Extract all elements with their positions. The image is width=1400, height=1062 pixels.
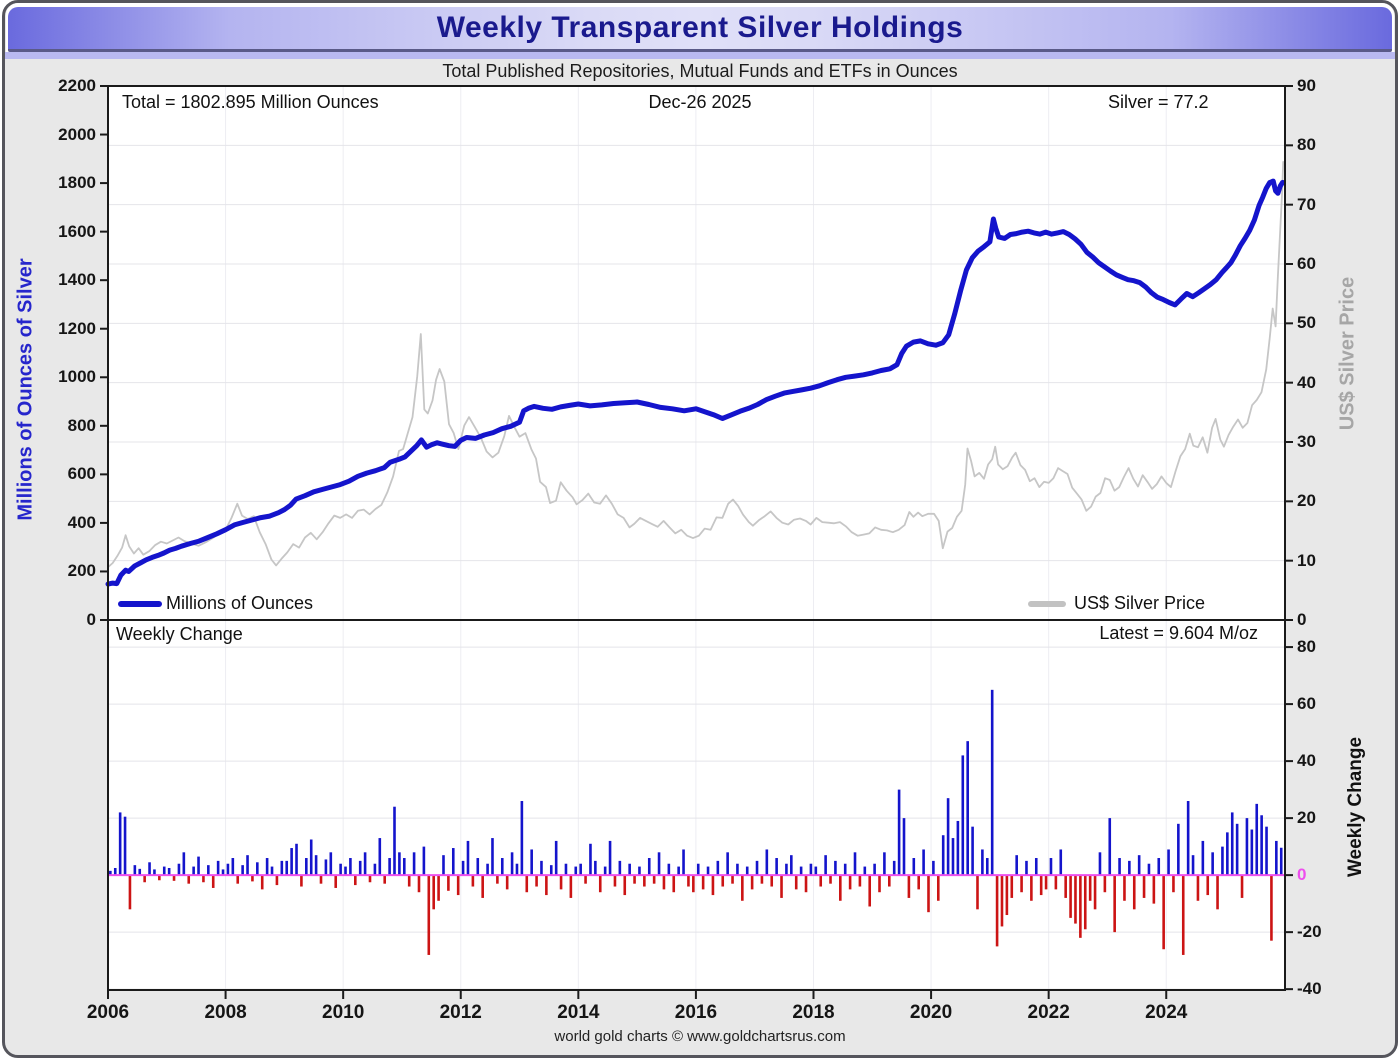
footer-credit: world gold charts © www.goldchartsrus.co…: [554, 1028, 846, 1045]
axis-tick-label: 2006: [86, 1002, 130, 1023]
axis-tick-label: 0: [1297, 865, 1307, 885]
axis-tick-label: 1600: [58, 221, 96, 241]
latest-annotation: Latest = 9.604 M/oz: [1099, 623, 1258, 643]
axis-tick-label: 0: [86, 610, 96, 629]
legend-swatch-price: [1028, 601, 1066, 607]
axis-tick-label: 2010: [322, 1002, 365, 1023]
axis-tick-label: 2200: [58, 76, 96, 95]
axis-tick-label: 2020: [909, 1002, 953, 1023]
axis-tick-label: 800: [67, 415, 96, 435]
legend-label-holdings: Millions of Ounces: [166, 593, 314, 613]
axis-tick-label: 400: [67, 512, 96, 532]
axis-tick-label: 2008: [204, 1002, 247, 1023]
axis-tick-label: 1400: [58, 270, 96, 290]
axis-tick-label: 20: [1297, 491, 1316, 511]
weekly-change-panel-label: Weekly Change: [116, 624, 243, 644]
axis-tick-label: 2014: [557, 1002, 600, 1023]
axis-tick-label: 60: [1297, 694, 1316, 714]
axis-tick-label: 10: [1297, 550, 1316, 570]
axis-tick-label: -20: [1297, 922, 1322, 942]
title-bar-accent: [5, 52, 1395, 59]
legend-swatch-holdings: [118, 601, 162, 607]
axis-tick-label: 80: [1297, 637, 1316, 657]
right-axis-title-weekly: Weekly Change: [1345, 736, 1366, 878]
annotation-date: Dec-26 2025: [648, 92, 752, 112]
axis-tick-label: 70: [1297, 194, 1316, 214]
axis-tick-label: 600: [67, 464, 96, 484]
chart-subtitle: Total Published Repositories, Mutual Fun…: [442, 61, 958, 81]
axis-tick-label: 60: [1297, 254, 1316, 273]
title-bar: Weekly Transparent Silver Holdings: [8, 7, 1392, 52]
axis-tick-label: 40: [1297, 372, 1316, 392]
left-axis-title: Millions of Ounces of Silver: [14, 258, 37, 521]
axis-tick-label: 80: [1297, 135, 1316, 155]
axis-tick-label: 50: [1297, 313, 1316, 333]
axis-tick-label: 2022: [1027, 1002, 1070, 1023]
axis-tick-label: -40: [1297, 979, 1322, 999]
axis-tick-label: 2016: [674, 1002, 718, 1023]
legend-label-price: US$ Silver Price: [1074, 593, 1206, 613]
axis-tick-label: 1200: [58, 318, 96, 338]
axis-tick-label: 40: [1297, 751, 1316, 771]
axis-tick-label: 2012: [439, 1002, 482, 1023]
axis-tick-label: 2024: [1145, 1002, 1188, 1023]
axis-tick-label: 1800: [58, 173, 96, 193]
annotation-silver-price: Silver = 77.2: [1108, 92, 1209, 112]
axis-tick-label: 2000: [58, 124, 96, 144]
axis-tick-label: 20: [1297, 808, 1316, 828]
axis-tick-label: 90: [1297, 76, 1316, 95]
axis-tick-label: 0: [1297, 610, 1307, 629]
annotation-total: Total = 1802.895 Million Ounces: [122, 92, 379, 112]
axis-tick-label: 30: [1297, 432, 1316, 451]
axis-tick-label: 2018: [792, 1002, 835, 1023]
page-title: Weekly Transparent Silver Holdings: [436, 11, 964, 44]
axis-tick-label: 200: [67, 561, 96, 581]
axis-tick-label: 1000: [58, 367, 96, 387]
